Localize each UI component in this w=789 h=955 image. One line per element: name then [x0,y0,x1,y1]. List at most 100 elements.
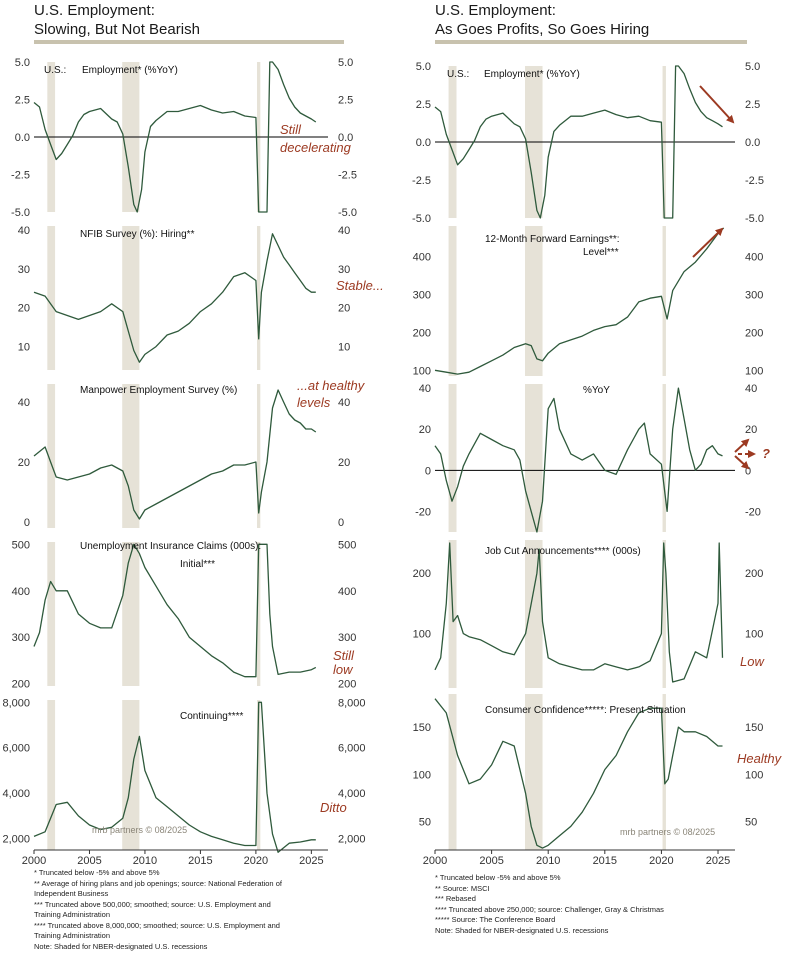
right-title-line-1: U.S. Employment: [435,2,556,19]
y-tick-right: -5.0 [745,213,764,225]
annotation-low: Low [740,654,765,669]
y-tick-left: 20 [419,424,431,436]
recession-band [47,542,56,686]
series-line [33,389,317,520]
recession-band [662,226,666,376]
y-tick-left: 100 [413,365,431,377]
panel-label-secondary: Employment* (%YoY) [484,69,580,80]
y-tick-left: 400 [413,251,431,263]
y-tick-right: 40 [338,397,350,409]
annotation-stable: Stable... [336,278,384,293]
y-tick-right: 2.5 [745,99,760,111]
left-footnote-3: Independent Business [34,889,108,898]
series-line [434,227,725,375]
y-tick-left: 0 [425,465,431,477]
y-tick-left: 300 [413,289,431,301]
annotation-still-low-2: low [333,662,354,677]
recession-band [122,226,140,370]
y-tick-right: 4,000 [338,788,366,800]
right-footnote-2: ** Source: MSCI [435,884,490,893]
y-tick-left: 2.5 [416,99,431,111]
right-footnote-5: ***** Source: The Conference Board [435,915,555,924]
recession-band [662,540,666,688]
y-tick-right: 20 [338,457,350,469]
x-tick-label: 2025 [299,855,323,867]
y-tick-left: -5.0 [11,207,30,219]
panel-l5: 8,000 8,000 6,000 6,000 4,000 4,000 2,000 2,000… [2,697,366,853]
y-tick-left: 2,000 [2,834,30,846]
arrow-earnings-up [692,227,724,258]
left-footnote-1: * Truncated below -5% and above 5% [34,868,160,877]
annotation-question: ? [762,446,770,461]
y-tick-right: 100 [745,629,763,641]
y-tick-left: 30 [18,264,30,276]
right-footnote-4: **** Truncated above 250,000; source: Ch… [435,905,664,914]
panel-label-secondary: Initial*** [180,559,215,570]
y-tick-right: 5.0 [745,61,760,73]
right-title-underline [435,40,747,44]
recession-band [525,226,543,376]
y-tick-right: 10 [338,342,350,354]
y-tick-right: 20 [338,303,350,315]
y-tick-left: 0 [24,517,30,529]
left-footnote-6: **** Truncated above 8,000,000; smoothed… [34,921,280,930]
recession-band [662,384,666,532]
left-footnote-8: Note: Shaded for NBER-designated U.S. re… [34,942,208,951]
y-tick-left: 400 [12,586,30,598]
recession-band [256,226,261,370]
arrow-employment-down [699,85,735,124]
y-tick-left: 4,000 [2,788,30,800]
panel-l1: 5.0 5.0 2.5 2.5 0.0 0.0 -2.5 -2.5 -5.0 -5.0 U.S.: E… [11,57,357,219]
panel-r1: 5.0 5.0 2.5 2.5 0.0 0.0 -2.5 -2.5 -5.0 -5.0 U.S.: E… [412,61,764,225]
x-tick-label: 2015 [593,855,617,867]
panels: 5.0 5.0 2.5 2.5 0.0 0.0 -2.5 -2.5 -5.0 -5.0 U.S.: E… [2,57,764,853]
y-tick-right: -2.5 [338,170,357,182]
annotation-still-low-1: Still [333,648,355,663]
y-tick-right: 40 [745,383,757,395]
right-logo: mrb partners © 08/2025 [620,827,715,837]
x-tick-label: 2010 [536,855,560,867]
y-tick-right: -20 [745,506,761,518]
recession-band [122,700,140,850]
series-line [33,543,317,678]
left-logo: mrb partners © 08/2025 [92,825,187,835]
y-tick-right: 50 [745,817,757,829]
y-tick-right: -2.5 [745,175,764,187]
y-tick-left: -5.0 [412,213,431,225]
x-tick-label: 2025 [706,855,730,867]
recession-band [122,542,140,686]
y-tick-left: 200 [12,679,30,691]
y-tick-left: 2.5 [15,95,30,107]
recession-band [47,226,56,370]
y-tick-right: 150 [745,722,763,734]
y-tick-right: 400 [338,586,356,598]
y-tick-right: 0 [745,465,751,477]
recession-band [122,384,140,528]
y-tick-right: 300 [338,632,356,644]
y-tick-right: 0.0 [338,132,353,144]
y-tick-left: 20 [18,303,30,315]
y-tick-right: 300 [745,289,763,301]
y-tick-right: 8,000 [338,697,366,709]
panel-label-primary: 12-Month Forward Earnings**: [485,234,620,245]
recession-band [256,542,261,686]
y-tick-left: 200 [413,327,431,339]
y-tick-left: 40 [18,225,30,237]
recession-band [525,694,543,850]
panel-label-primary: U.S.: [447,69,469,80]
right-footnote-3: *** Rebased [435,894,476,903]
left-title: U.S. Employment: Slowing, But Not Bearis… [34,2,344,44]
series-line [434,698,723,849]
x-tick-label: 2005 [77,855,101,867]
recession-band [47,384,56,528]
recession-band [448,384,457,532]
left-footnotes: * Truncated below -5% and above 5% ** Av… [34,868,283,951]
recession-band [448,226,457,376]
panel-label-secondary: Level*** [583,247,619,258]
y-tick-right: 200 [745,568,763,580]
annotation-decelerating: decelerating [280,140,352,155]
panel-label-secondary: Continuing**** [180,711,243,722]
recession-band [47,700,56,850]
right-footnote-1: * Truncated below -5% and above 5% [435,873,561,882]
left-title-line-2: Slowing, But Not Bearish [34,21,200,38]
